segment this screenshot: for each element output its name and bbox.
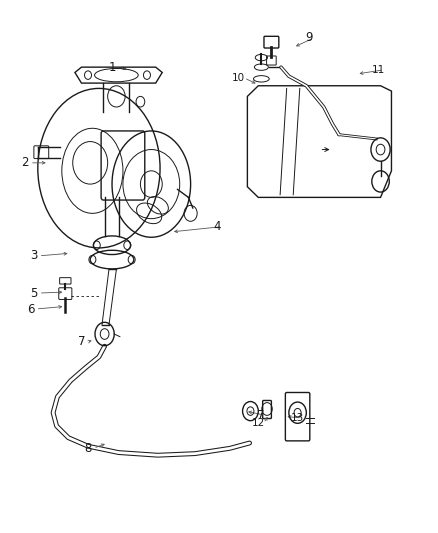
Text: 4: 4 (213, 220, 221, 233)
Text: 3: 3 (30, 249, 37, 262)
Text: 2: 2 (21, 156, 28, 169)
Text: 7: 7 (78, 335, 85, 349)
Text: 5: 5 (30, 287, 37, 300)
Text: 6: 6 (27, 303, 34, 316)
Text: 9: 9 (305, 31, 312, 44)
Text: 1: 1 (108, 61, 116, 74)
Text: 8: 8 (85, 442, 92, 455)
Text: 7: 7 (257, 409, 264, 422)
Text: 12: 12 (252, 418, 265, 429)
Text: 13: 13 (291, 413, 304, 423)
Text: 11: 11 (372, 65, 385, 75)
Text: 10: 10 (232, 73, 245, 83)
